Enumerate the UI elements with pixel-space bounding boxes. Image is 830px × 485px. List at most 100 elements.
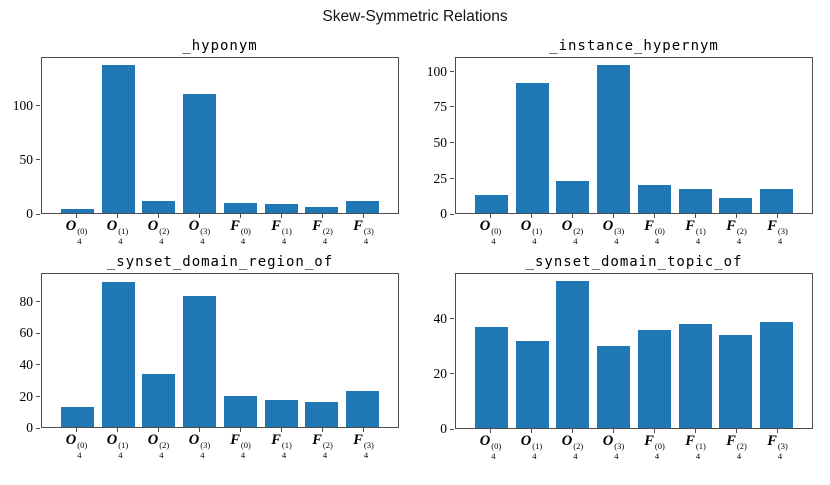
bar xyxy=(101,281,135,427)
x-tick: O (2) 4 xyxy=(552,429,593,462)
bar xyxy=(264,400,298,427)
x-tick-mark xyxy=(654,429,655,433)
x-axis-labels: O (0) 4 O (1) 4 O (2) 4 O (3) 4 F (0) 4 F (1) 4 F (2) 4 F (3) 4 xyxy=(41,214,399,247)
x-tick-label: F (1) 4 xyxy=(271,218,292,247)
x-label-subscript: 4 xyxy=(573,235,578,246)
y-tick: 100 xyxy=(427,64,454,78)
bar xyxy=(556,180,590,213)
x-tick: F (2) 4 xyxy=(302,428,343,461)
x-tick-label: F (1) 4 xyxy=(685,433,706,462)
x-label-scripts: (1) 4 xyxy=(532,441,542,462)
x-tick: F (0) 4 xyxy=(634,214,675,247)
x-label-scripts: (0) 4 xyxy=(654,226,665,247)
x-tick-mark xyxy=(531,429,532,433)
y-tick-mark xyxy=(36,300,40,302)
x-label-scripts: (3) 4 xyxy=(200,440,210,461)
x-tick-label: O (0) 4 xyxy=(480,433,501,462)
x-tick-mark xyxy=(117,428,118,432)
x-label-scripts: (0) 4 xyxy=(240,440,251,461)
x-label-base: O xyxy=(106,432,118,448)
y-tick-label: 75 xyxy=(433,99,448,115)
x-label-base: F xyxy=(685,433,695,449)
x-tick-mark xyxy=(777,214,778,218)
x-tick-label: O (0) 4 xyxy=(66,432,87,461)
x-label-superscript: (1) xyxy=(532,226,543,236)
y-tick-label: 40 xyxy=(19,357,34,372)
x-tick: O (1) 4 xyxy=(511,429,552,462)
bar-slot xyxy=(220,274,261,427)
y-tick-label: 20 xyxy=(19,388,34,404)
x-tick-mark xyxy=(613,429,614,433)
x-label-superscript: (2) xyxy=(159,440,170,450)
x-tick-label: F (3) 4 xyxy=(353,218,374,247)
y-tick: 20 xyxy=(19,388,40,404)
bar xyxy=(305,402,339,427)
x-label-superscript: (1) xyxy=(281,226,292,236)
x-label-base: O xyxy=(602,218,614,234)
x-tick-label: O (2) 4 xyxy=(562,433,583,462)
x-tick: O (3) 4 xyxy=(593,429,634,462)
bar-slot xyxy=(179,58,220,213)
x-tick-mark xyxy=(736,429,737,433)
y-tick-mark xyxy=(36,364,40,366)
y-tick-label: 50 xyxy=(433,134,448,150)
y-tick: 60 xyxy=(20,326,40,340)
bar-slot xyxy=(302,274,343,427)
bars-container xyxy=(42,58,398,213)
x-label-subscript: 4 xyxy=(777,235,783,246)
x-tick: F (0) 4 xyxy=(220,214,261,247)
x-label-scripts: (0) 4 xyxy=(241,226,251,247)
x-label-base: O xyxy=(65,218,77,234)
x-label-subscript: 4 xyxy=(695,450,701,461)
x-tick-mark xyxy=(158,428,159,432)
bar xyxy=(346,391,380,427)
subplot-hyponym: _hyponym 0 50 100 O (0) 4 O (1) 4 O (2) 4 O (3) 4 F (0)… xyxy=(13,38,399,246)
plot-area xyxy=(41,57,399,214)
bar xyxy=(637,329,671,428)
bars-container xyxy=(456,274,812,428)
bar-slot xyxy=(342,274,383,427)
x-label-superscript: (0) xyxy=(491,441,502,451)
x-tick-mark xyxy=(76,214,77,218)
x-label-superscript: (2) xyxy=(736,226,747,236)
x-label-superscript: (3) xyxy=(200,226,211,236)
x-label-scripts: (2) 4 xyxy=(159,226,169,247)
x-label-subscript: 4 xyxy=(654,235,660,246)
x-tick-mark xyxy=(695,429,696,433)
x-label-subscript: 4 xyxy=(777,450,783,461)
bar-slot xyxy=(471,58,512,213)
x-tick: O (1) 4 xyxy=(511,214,552,247)
x-label-scripts: (2) 4 xyxy=(573,441,583,462)
x-label-scripts: (3) 4 xyxy=(614,441,624,462)
x-label-superscript: (1) xyxy=(281,440,292,450)
x-label-superscript: (3) xyxy=(777,226,788,236)
x-label-base: F xyxy=(767,433,777,449)
x-label-base: F xyxy=(726,433,736,449)
x-tick: F (3) 4 xyxy=(343,214,384,247)
x-label-base: F xyxy=(767,218,777,234)
x-label-superscript: (2) xyxy=(736,441,747,451)
x-label-superscript: (0) xyxy=(491,226,502,236)
x-tick-label: F (2) 4 xyxy=(726,433,747,462)
bar-slot xyxy=(139,274,180,427)
x-label-scripts: (3) 4 xyxy=(364,226,374,247)
x-label-scripts: (0) 4 xyxy=(77,440,87,461)
y-tick-mark xyxy=(36,427,40,429)
x-tick: F (1) 4 xyxy=(261,428,302,461)
x-label-superscript: (0) xyxy=(654,226,665,236)
y-tick-mark xyxy=(450,373,454,375)
bar-slot xyxy=(634,274,675,428)
bar-slot xyxy=(553,58,594,213)
x-tick-mark xyxy=(158,214,159,218)
x-tick: O (2) 4 xyxy=(138,428,179,461)
x-label-superscript: (1) xyxy=(118,440,129,450)
bar-slot xyxy=(220,58,261,213)
bar xyxy=(678,189,712,213)
y-tick-label: 0 xyxy=(26,420,33,436)
y-tick: 0 xyxy=(26,421,40,435)
x-label-base: F xyxy=(230,218,240,234)
x-tick-label: O (2) 4 xyxy=(562,218,583,247)
x-label-superscript: (0) xyxy=(240,440,251,450)
x-label-base: O xyxy=(561,433,573,449)
x-label-superscript: (3) xyxy=(614,226,625,236)
